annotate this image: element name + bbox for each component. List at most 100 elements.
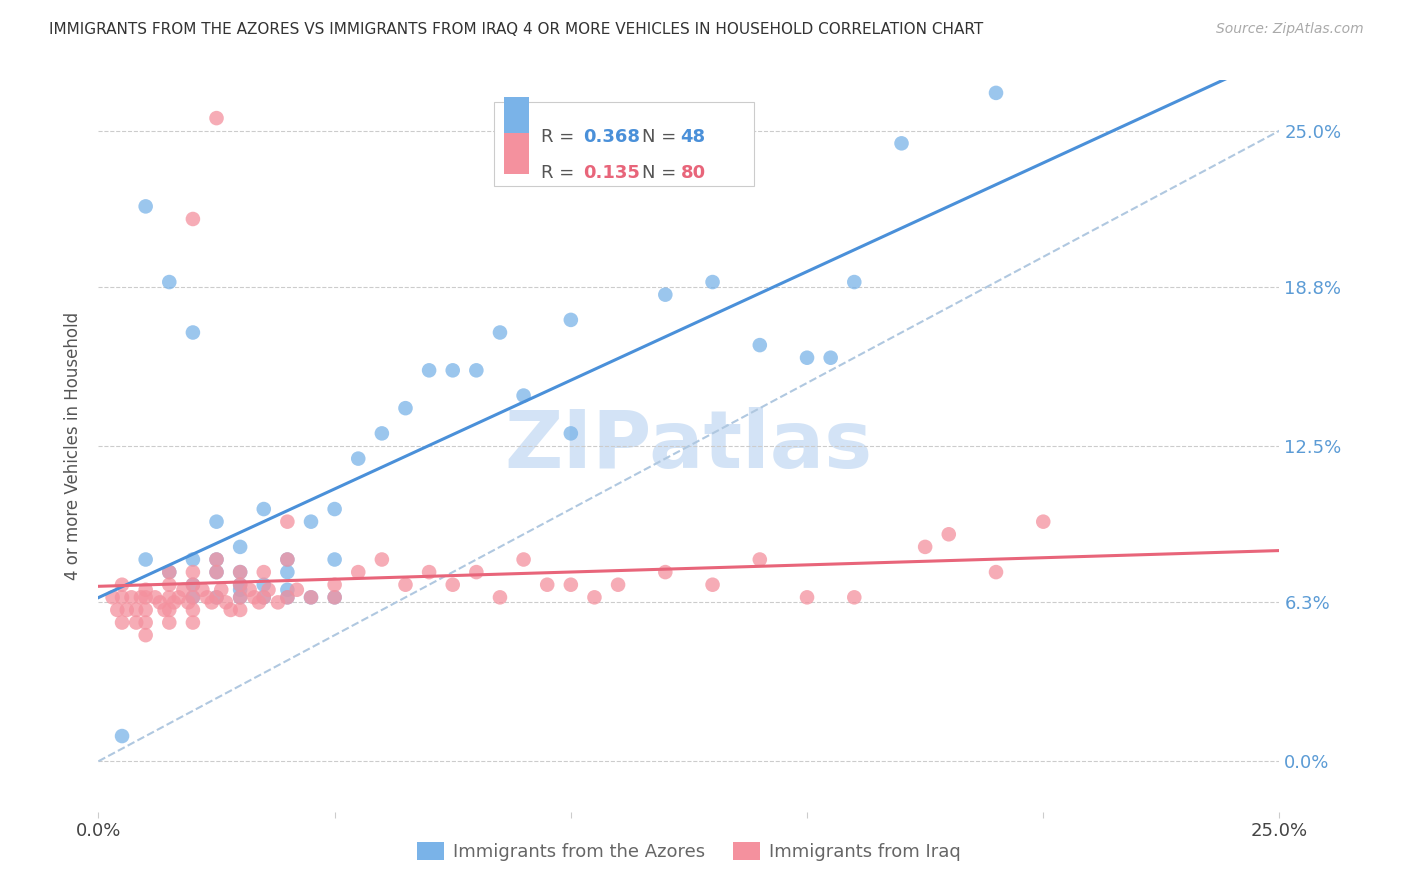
Point	[143, 591, 166, 605]
Point	[111, 729, 134, 743]
Point	[149, 595, 172, 609]
Point	[276, 591, 298, 605]
Point	[181, 578, 204, 592]
Point	[276, 591, 298, 605]
Point	[111, 591, 134, 605]
Point	[1032, 515, 1054, 529]
Point	[536, 578, 558, 592]
Point	[167, 591, 190, 605]
Point	[229, 603, 252, 617]
Point	[135, 199, 157, 213]
Point	[205, 591, 228, 605]
Point	[253, 578, 276, 592]
Point	[276, 565, 298, 579]
Point	[418, 565, 440, 579]
Point	[276, 582, 298, 597]
Point	[135, 615, 157, 630]
Point	[512, 388, 534, 402]
Point	[195, 591, 218, 605]
Point	[489, 591, 512, 605]
Point	[157, 603, 180, 617]
Text: 0.368: 0.368	[582, 128, 640, 145]
Point	[181, 326, 204, 340]
Point	[229, 565, 252, 579]
Point	[191, 582, 214, 597]
Legend: Immigrants from the Azores, Immigrants from Iraq: Immigrants from the Azores, Immigrants f…	[411, 835, 967, 869]
Point	[157, 565, 180, 579]
Point	[153, 603, 176, 617]
Point	[181, 565, 204, 579]
Point	[299, 591, 322, 605]
Point	[181, 615, 204, 630]
Point	[229, 591, 252, 605]
Point	[560, 578, 582, 592]
Point	[257, 582, 280, 597]
Point	[285, 582, 308, 597]
Point	[135, 582, 157, 597]
Point	[111, 578, 134, 592]
Point	[299, 515, 322, 529]
Point	[181, 591, 204, 605]
Point	[796, 591, 818, 605]
Text: R =: R =	[541, 164, 581, 182]
Point	[418, 363, 440, 377]
Point	[323, 502, 346, 516]
Point	[654, 565, 676, 579]
Point	[181, 212, 204, 227]
Point	[323, 591, 346, 605]
Point	[323, 578, 346, 592]
Point	[157, 565, 180, 579]
Point	[229, 578, 252, 592]
Point	[276, 552, 298, 566]
Point	[323, 552, 346, 566]
Point	[512, 552, 534, 566]
Point	[253, 565, 276, 579]
Point	[253, 502, 276, 516]
Text: Source: ZipAtlas.com: Source: ZipAtlas.com	[1216, 22, 1364, 37]
Point	[465, 565, 488, 579]
Point	[157, 275, 180, 289]
Point	[820, 351, 842, 365]
Point	[607, 578, 630, 592]
Point	[914, 540, 936, 554]
Point	[465, 363, 488, 377]
Point	[205, 552, 228, 566]
Text: N =: N =	[641, 164, 682, 182]
Point	[125, 603, 148, 617]
Point	[560, 426, 582, 441]
Point	[105, 603, 128, 617]
Point	[441, 363, 464, 377]
Point	[157, 578, 180, 592]
Point	[243, 591, 266, 605]
Point	[299, 591, 322, 605]
Point	[253, 591, 276, 605]
Y-axis label: 4 or more Vehicles in Household: 4 or more Vehicles in Household	[65, 312, 83, 580]
Bar	[503, 96, 530, 137]
Point	[181, 591, 204, 605]
Point	[276, 515, 298, 529]
Point	[229, 591, 252, 605]
Point	[371, 426, 394, 441]
Bar	[494, 103, 754, 186]
Point	[157, 591, 180, 605]
Point	[181, 603, 204, 617]
Point	[135, 603, 157, 617]
Text: 80: 80	[681, 164, 706, 182]
Point	[371, 552, 394, 566]
Point	[583, 591, 606, 605]
Point	[441, 578, 464, 592]
Point	[654, 287, 676, 301]
Point	[121, 591, 143, 605]
Point	[129, 591, 152, 605]
Point	[984, 565, 1007, 579]
Point	[560, 313, 582, 327]
Text: 48: 48	[681, 128, 706, 145]
Point	[489, 326, 512, 340]
Text: ZIPatlas: ZIPatlas	[505, 407, 873, 485]
Point	[247, 595, 270, 609]
Point	[844, 591, 866, 605]
Point	[347, 451, 370, 466]
Point	[229, 578, 252, 592]
Point	[229, 582, 252, 597]
Point	[181, 552, 204, 566]
